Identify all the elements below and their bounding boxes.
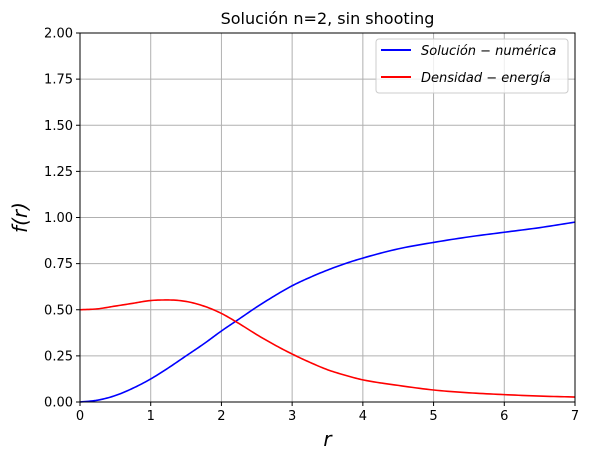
series-line-0 — [79, 221, 576, 403]
x-tick-label: 4 — [359, 409, 367, 424]
series-line-1 — [79, 299, 576, 398]
y-tick-label: 0.00 — [44, 396, 73, 411]
legend-label-densidad: Densidad − energía — [421, 71, 551, 86]
x-tick-label: 3 — [288, 409, 296, 424]
y-tick-label: 0.75 — [44, 257, 73, 272]
y-ticks: 0.00 0.25 0.50 0.75 1.00 1.25 1.50 1.75 2.00 — [44, 27, 80, 411]
y-axis-label: f(r) — [8, 202, 32, 233]
y-tick-label: 1.25 — [44, 165, 73, 180]
x-axis-label: r — [323, 427, 333, 451]
y-tick-label: 1.50 — [44, 119, 73, 134]
chart-title: Solución n=2, sin shooting — [221, 9, 435, 28]
y-tick-label: 0.25 — [44, 349, 73, 364]
x-ticks: 0 1 2 3 4 5 6 7 — [76, 402, 579, 424]
x-tick-label: 6 — [500, 409, 508, 424]
legend-box — [375, 38, 569, 94]
x-tick-label: 5 — [429, 409, 437, 424]
y-tick-label: 2.00 — [44, 27, 73, 42]
legend-label-solucion: Solución − numérica — [421, 44, 556, 59]
y-tick-label: 0.50 — [44, 303, 73, 318]
x-tick-label: 7 — [571, 409, 579, 424]
y-tick-label: 1.75 — [44, 73, 73, 88]
x-tick-label: 1 — [147, 409, 155, 424]
legend: Solución − numérica Densidad − energía — [375, 38, 569, 94]
y-tick-label: 1.00 — [44, 211, 73, 226]
x-tick-label: 2 — [217, 409, 225, 424]
series-lines — [79, 221, 576, 403]
x-tick-label: 0 — [76, 409, 84, 424]
